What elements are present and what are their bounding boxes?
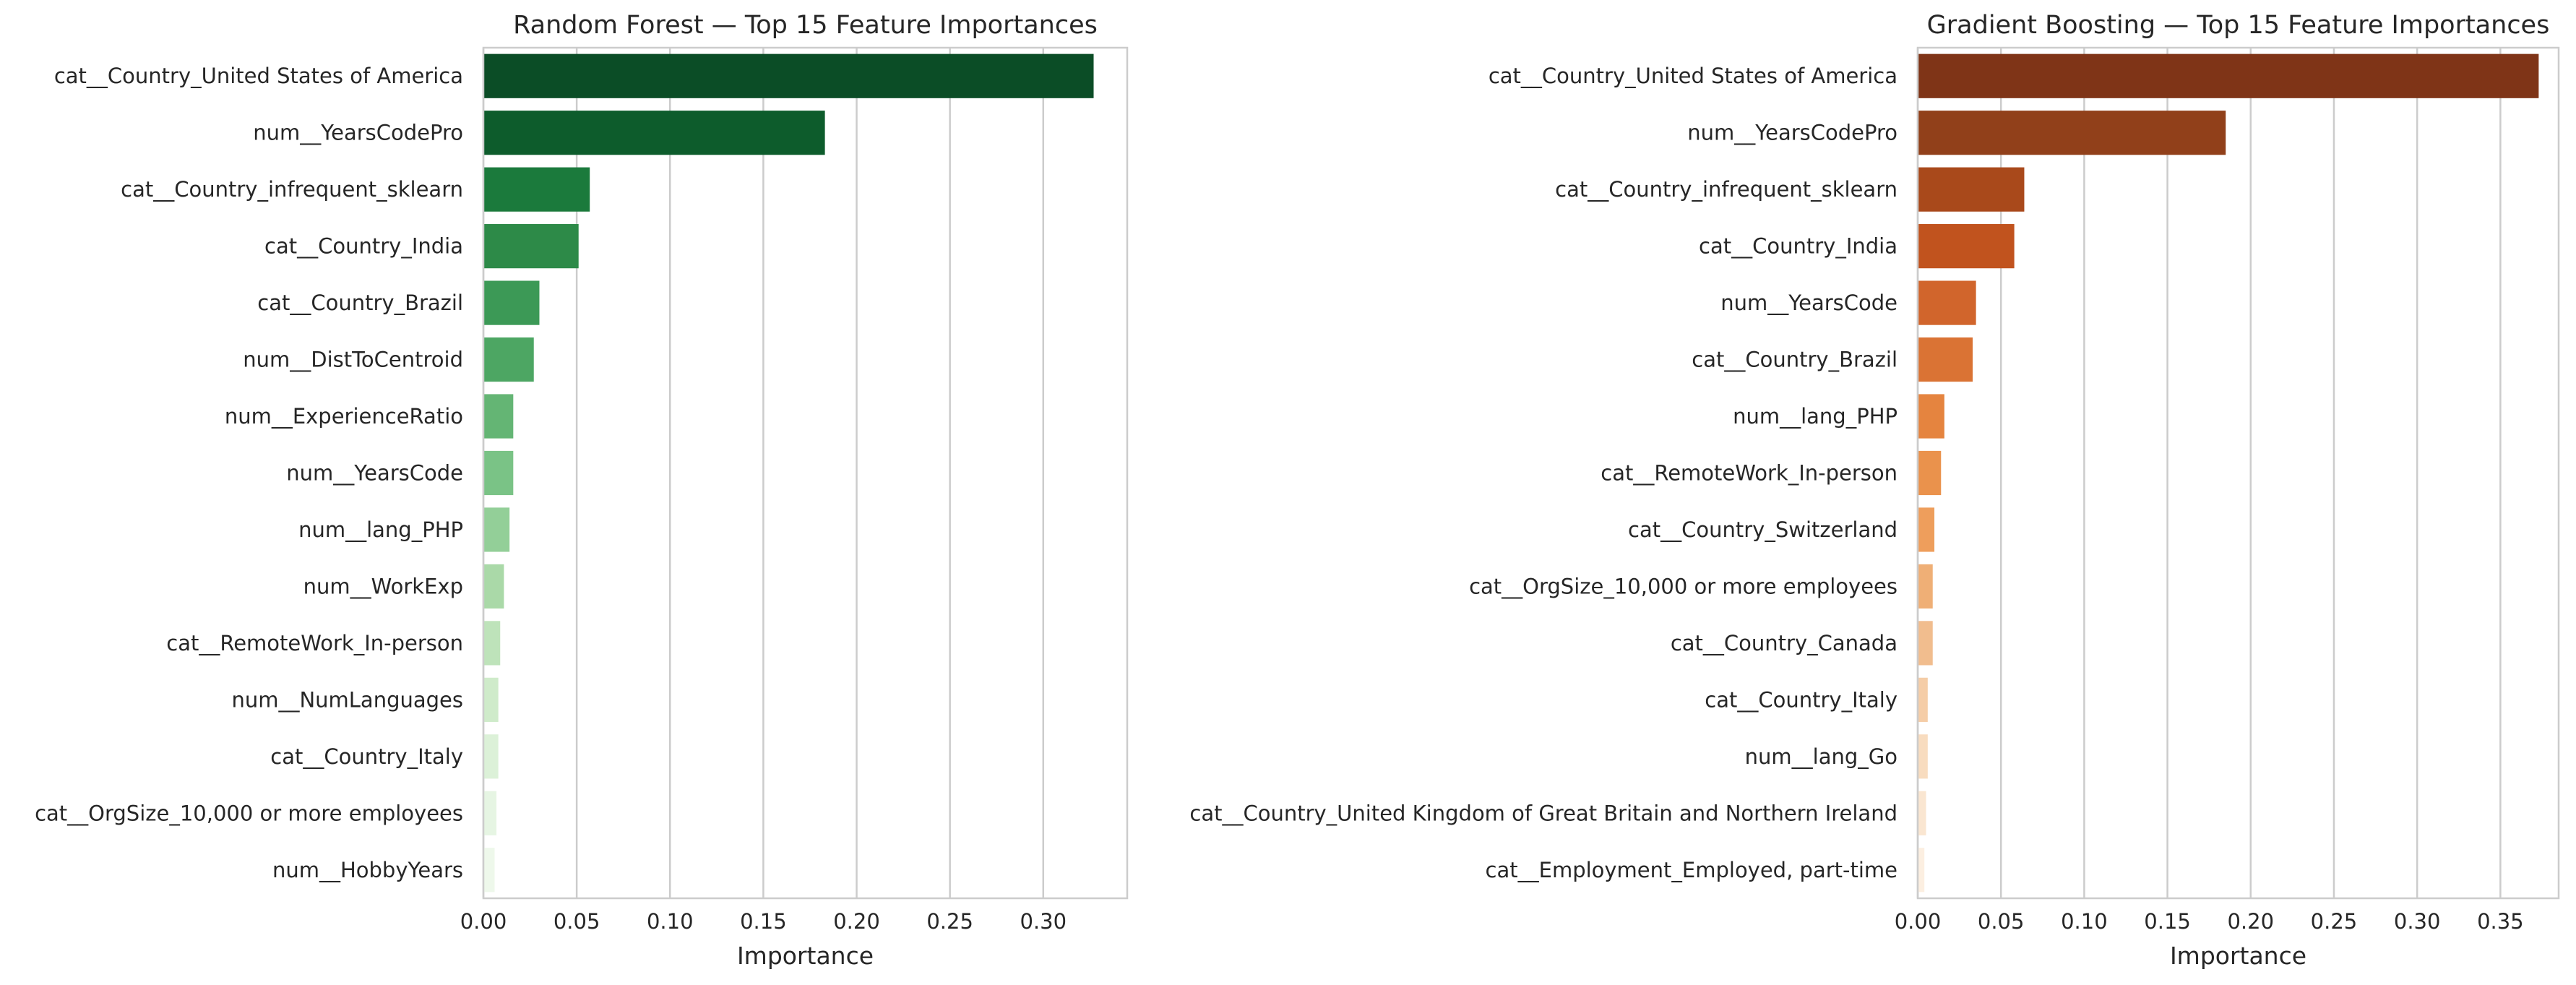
bar [1918,111,2226,155]
bar [1918,450,1942,496]
bar [483,677,499,722]
y-tick-label: cat__Country_United States of America [54,64,463,88]
bar [1918,224,2015,269]
y-tick-label: num__lang_Go [1745,744,1897,769]
y-tick-label: num__WorkExp [303,574,463,598]
x-tick-label: 0.30 [1020,909,1067,934]
y-tick-label: cat__Country_infrequent_sklearn [1555,177,1897,202]
bar [483,394,514,439]
y-tick-label: cat__Country_Brazil [1692,348,1897,372]
y-tick-label: cat__OrgSize_10,000 or more employees [1469,574,1897,598]
y-tick-label: cat__Country_infrequent_sklearn [121,177,463,202]
y-tick-label: cat__Country_Italy [1705,687,1897,712]
bar [483,111,825,155]
x-tick-label: 0.20 [833,909,880,934]
x-tick-label: 0.15 [740,909,787,934]
bar [483,507,510,552]
bar [1918,53,2539,98]
y-tick-label: num__ExperienceRatio [225,404,463,429]
bar [1918,507,1935,552]
chart-title: Gradient Boosting — Top 15 Feature Impor… [1927,11,2550,40]
bar [1918,677,1928,722]
axes-frame [482,46,1129,900]
axes-frame [1916,46,2560,900]
x-tick-label: 0.10 [2061,909,2108,934]
bar [483,848,495,892]
y-tick-label: cat__Employment_Employed, part-time [1486,858,1897,882]
bar [483,224,579,269]
y-tick-label: cat__Country_United States of America [1489,64,1897,88]
x-tick-label: 0.10 [647,909,694,934]
x-axis-label: Importance [2170,942,2306,970]
bar [1918,337,1973,382]
bar [483,564,504,609]
bar [1918,848,1925,892]
y-tick-label: cat__RemoteWork_In-person [166,631,463,655]
y-tick-label: num__HobbyYears [272,858,463,882]
y-tick-label: num__YearsCodePro [1687,121,1897,145]
bar [483,734,499,779]
x-tick-label: 0.00 [460,909,507,934]
y-tick-label: num__DistToCentroid [243,348,463,372]
x-tick-label: 0.20 [2227,909,2274,934]
y-tick-label: cat__Country_United Kingdom of Great Bri… [1189,801,1897,825]
y-tick-label: num__NumLanguages [231,687,463,712]
y-tick-label: cat__Country_Italy [270,744,463,769]
y-tick-label: cat__Country_Canada [1671,631,1897,655]
x-tick-label: 0.30 [2394,909,2441,934]
bar [483,450,514,496]
x-tick-label: 0.35 [2477,909,2524,934]
x-axis-label: Importance [737,942,874,970]
y-tick-label: num__lang_PHP [298,517,463,542]
bar [1918,734,1928,779]
bar [1918,621,1933,666]
y-tick-label: cat__OrgSize_10,000 or more employees [35,801,463,825]
x-tick-label: 0.25 [2311,909,2358,934]
y-tick-label: num__YearsCodePro [253,121,463,145]
bar [1918,280,1976,325]
x-tick-label: 0.05 [1978,909,2025,934]
y-tick-label: cat__RemoteWork_In-person [1601,461,1897,486]
bar [483,791,497,835]
bar [1918,167,2025,212]
x-tick-label: 0.15 [2144,909,2191,934]
bar [1918,564,1933,609]
chart-panel-2: cat__Country_United States of America num… [1189,11,2560,970]
y-tick-label: cat__Country_Switzerland [1628,517,1897,542]
x-tick-label: 0.25 [926,909,973,934]
bar [1918,394,1944,439]
bar [483,337,534,382]
y-tick-label: cat__Country_Brazil [257,291,463,315]
chart-title: Random Forest — Top 15 Feature Importanc… [513,11,1098,40]
bar [483,621,501,666]
x-tick-label: 0.05 [553,909,600,934]
chart-panel-1: cat__Country_United States of America num… [35,11,1129,970]
bar [1918,791,1926,835]
bar [483,280,540,325]
y-tick-label: num__YearsCode [286,461,463,486]
y-tick-label: num__lang_PHP [1733,404,1897,429]
y-tick-label: cat__Country_India [264,234,463,259]
y-tick-label: cat__Country_India [1699,234,1897,259]
y-tick-label: num__YearsCode [1720,291,1897,315]
bar [483,53,1094,98]
x-tick-label: 0.00 [1895,909,1942,934]
bar [483,167,590,212]
